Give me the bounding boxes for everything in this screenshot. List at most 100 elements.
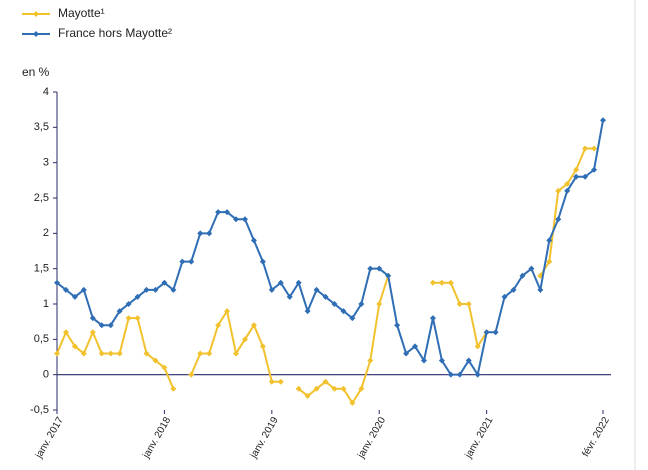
point <box>98 350 105 357</box>
point <box>555 216 562 223</box>
point <box>376 265 383 272</box>
point <box>80 350 87 357</box>
point <box>456 301 463 307</box>
point <box>268 286 275 293</box>
y-tick-label: 0 <box>43 369 49 381</box>
point <box>62 286 69 293</box>
point <box>546 237 553 244</box>
y-axis-label: en % <box>22 65 50 79</box>
point <box>564 187 571 194</box>
point <box>582 173 589 180</box>
y-tick-label: 2 <box>43 227 49 239</box>
point <box>152 286 159 293</box>
point <box>188 371 195 378</box>
point <box>573 166 580 173</box>
point <box>286 293 293 300</box>
point <box>465 301 472 307</box>
point <box>394 322 401 329</box>
y-tick-label: 4 <box>43 86 49 98</box>
point <box>528 265 535 272</box>
point <box>322 378 329 385</box>
point <box>54 350 60 357</box>
point <box>134 315 141 322</box>
point <box>537 286 544 293</box>
x-tick-label: janv. 2017 <box>33 415 66 461</box>
point <box>125 315 132 322</box>
point <box>358 385 365 392</box>
point <box>259 258 266 265</box>
point <box>197 230 204 237</box>
y-tick-label: 3,5 <box>34 121 49 133</box>
point <box>546 258 553 265</box>
point <box>456 371 463 378</box>
legend-marker <box>33 31 39 37</box>
point <box>170 385 177 392</box>
point <box>385 272 392 279</box>
point <box>80 286 87 293</box>
point <box>224 209 231 216</box>
frame <box>634 0 636 470</box>
point <box>591 145 598 152</box>
point <box>367 265 374 272</box>
x-tick-label: janv. 2019 <box>248 415 281 461</box>
point <box>125 301 132 307</box>
y-tick-label: 3 <box>43 157 49 169</box>
y-tick-label: -0,5 <box>30 404 49 416</box>
point <box>349 399 356 406</box>
point <box>573 173 580 180</box>
point <box>215 322 222 329</box>
point <box>241 336 248 343</box>
x-tick-label: janv. 2020 <box>355 415 388 461</box>
point <box>340 385 347 392</box>
y-tick-label: 0,5 <box>34 333 49 345</box>
point <box>510 286 517 293</box>
point <box>438 357 445 364</box>
point <box>89 329 96 336</box>
point <box>71 343 78 350</box>
point <box>161 279 168 286</box>
point <box>340 308 347 315</box>
point <box>358 301 365 307</box>
point <box>71 293 78 300</box>
point <box>447 371 454 378</box>
point <box>233 216 240 223</box>
x-tick-label: janv. 2021 <box>463 415 496 461</box>
series-line <box>56 120 604 378</box>
point <box>429 279 436 286</box>
point <box>474 343 481 350</box>
point <box>304 308 311 315</box>
point <box>438 279 445 286</box>
point <box>179 258 186 265</box>
y-tick-label: 1,5 <box>34 263 49 275</box>
point <box>268 378 275 385</box>
point <box>188 258 195 265</box>
point <box>420 357 427 364</box>
point <box>465 357 472 364</box>
point <box>206 230 213 237</box>
y-tick-label: 1 <box>43 298 49 310</box>
point <box>134 293 141 300</box>
point <box>161 364 168 371</box>
point <box>259 343 266 350</box>
point <box>277 378 284 385</box>
point <box>107 322 114 329</box>
point <box>295 385 302 392</box>
point <box>331 301 338 307</box>
point <box>295 279 302 286</box>
point <box>412 343 419 350</box>
point <box>277 279 284 286</box>
point <box>483 329 490 336</box>
point <box>233 350 240 357</box>
point <box>600 117 606 124</box>
x-tick-label: févr. 2022 <box>580 415 612 459</box>
point <box>429 315 436 322</box>
point <box>447 279 454 286</box>
point <box>98 322 105 329</box>
point <box>555 187 562 194</box>
point <box>206 350 213 357</box>
point <box>313 385 320 392</box>
legend-label: France hors Mayotte² <box>58 26 172 40</box>
point <box>331 385 338 392</box>
